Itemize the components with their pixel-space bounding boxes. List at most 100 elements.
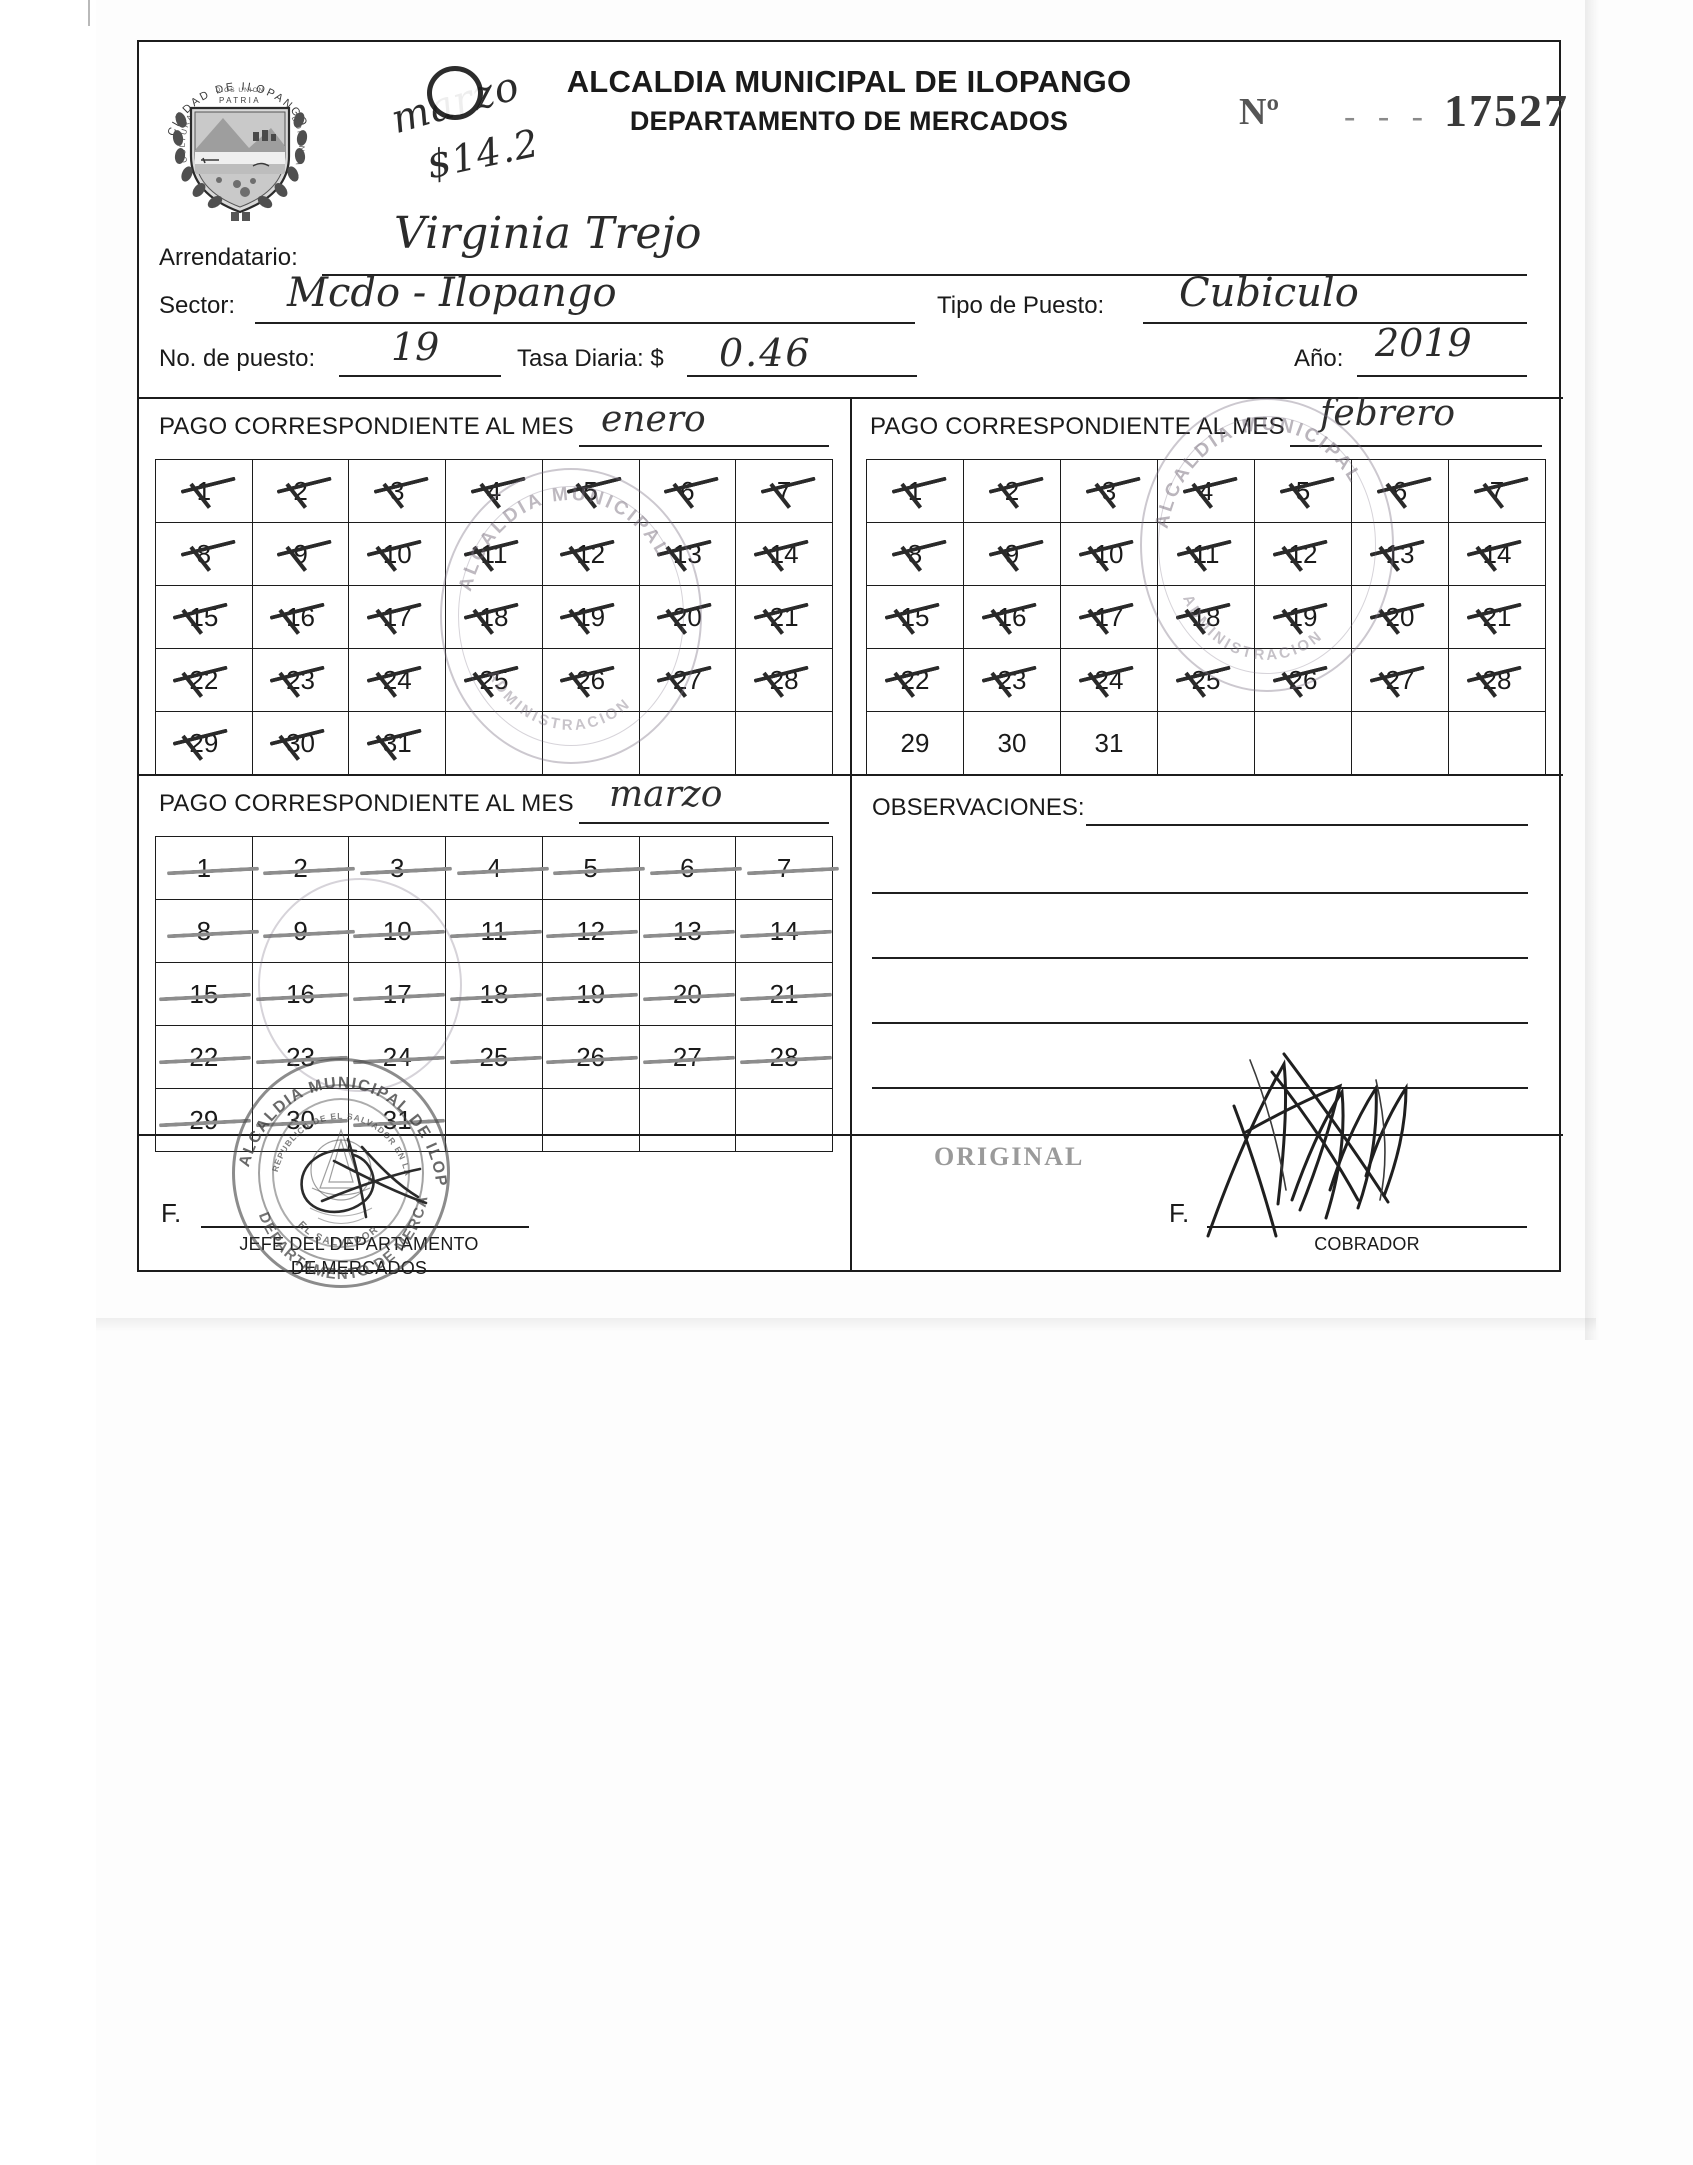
day-cell-24[interactable]: 24 — [348, 648, 447, 712]
day-cell-20[interactable]: 20 — [638, 585, 737, 649]
day-cell-14[interactable]: 14 — [735, 522, 833, 586]
day-cell-7[interactable]: 7 — [1448, 459, 1546, 523]
day-cell-17[interactable]: 17 — [348, 585, 447, 649]
day-cell-14[interactable]: 14 — [735, 899, 833, 963]
day-cell-16[interactable]: 16 — [963, 585, 1061, 649]
arrendatario-value[interactable]: Virginia Trejo — [394, 208, 702, 259]
day-cell-19[interactable]: 19 — [1254, 585, 1352, 649]
day-cell-12[interactable]: 12 — [541, 522, 640, 586]
day-cell-17[interactable]: 17 — [348, 962, 447, 1026]
day-cell-22[interactable]: 22 — [155, 648, 253, 712]
day-cell-12[interactable]: 12 — [541, 899, 640, 963]
day-grid-febrero[interactable]: 1 2 3 4 5 6 7 8 9 10 11 12 13 14 15 16 17 18 19 20 21 22 23 24 2… — [866, 459, 1546, 775]
day-cell-27[interactable]: 27 — [638, 1025, 737, 1089]
day-cell-empty[interactable] — [638, 711, 737, 775]
day-cell-4[interactable]: 4 — [445, 459, 543, 523]
day-cell-17[interactable]: 17 — [1060, 585, 1158, 649]
day-cell-18[interactable]: 18 — [445, 585, 543, 649]
day-cell-28[interactable]: 28 — [1448, 648, 1546, 712]
anio-value[interactable]: 2019 — [1375, 321, 1472, 365]
day-cell-28[interactable]: 28 — [735, 648, 833, 712]
day-cell-13[interactable]: 13 — [638, 522, 737, 586]
day-cell-1[interactable]: 1 — [155, 459, 253, 523]
day-cell-5[interactable]: 5 — [541, 836, 640, 900]
day-cell-5[interactable]: 5 — [1254, 459, 1352, 523]
day-cell-21[interactable]: 21 — [735, 962, 833, 1026]
day-cell-31[interactable]: 31 — [348, 711, 447, 775]
day-cell-21[interactable]: 21 — [1448, 585, 1546, 649]
day-cell-2[interactable]: 2 — [251, 836, 350, 900]
observaciones-line-1[interactable] — [1086, 824, 1528, 826]
day-cell-3[interactable]: 3 — [348, 459, 447, 523]
day-cell-8[interactable]: 8 — [866, 522, 964, 586]
day-cell-10[interactable]: 10 — [1060, 522, 1158, 586]
day-cell-empty[interactable] — [1448, 711, 1546, 775]
day-cell-25[interactable]: 25 — [1157, 648, 1255, 712]
mes-value-enero[interactable]: enero — [601, 399, 706, 440]
day-cell-25[interactable]: 25 — [445, 1025, 543, 1089]
day-cell-6[interactable]: 6 — [638, 459, 737, 523]
day-cell-13[interactable]: 13 — [638, 899, 737, 963]
day-cell-12[interactable]: 12 — [1254, 522, 1352, 586]
day-cell-27[interactable]: 27 — [1351, 648, 1449, 712]
day-cell-27[interactable]: 27 — [638, 648, 737, 712]
day-cell-empty[interactable] — [541, 711, 640, 775]
day-cell-22[interactable]: 22 — [866, 648, 964, 712]
day-cell-empty[interactable] — [1254, 711, 1352, 775]
day-cell-21[interactable]: 21 — [735, 585, 833, 649]
day-cell-20[interactable]: 20 — [638, 962, 737, 1026]
day-cell-empty[interactable] — [1351, 711, 1449, 775]
day-cell-1[interactable]: 1 — [155, 836, 253, 900]
tasa-diaria-value[interactable]: 0.46 — [719, 331, 812, 375]
day-cell-20[interactable]: 20 — [1351, 585, 1449, 649]
day-cell-11[interactable]: 11 — [445, 522, 543, 586]
day-grid-enero[interactable]: 1 2 3 4 5 6 7 8 9 10 11 12 13 14 15 16 17 18 19 20 21 22 23 24 2… — [155, 459, 833, 775]
observaciones-line-2[interactable] — [872, 892, 1528, 894]
day-cell-9[interactable]: 9 — [963, 522, 1061, 586]
day-cell-25[interactable]: 25 — [445, 648, 543, 712]
day-cell-28[interactable]: 28 — [735, 1025, 833, 1089]
day-cell-5[interactable]: 5 — [541, 459, 640, 523]
day-cell-2[interactable]: 2 — [963, 459, 1061, 523]
day-cell-16[interactable]: 16 — [251, 962, 350, 1026]
day-cell-6[interactable]: 6 — [1351, 459, 1449, 523]
day-cell-19[interactable]: 19 — [541, 962, 640, 1026]
day-cell-26[interactable]: 26 — [541, 648, 640, 712]
day-cell-10[interactable]: 10 — [348, 522, 447, 586]
day-cell-30[interactable]: 30 — [251, 711, 350, 775]
observaciones-line-3[interactable] — [872, 957, 1528, 959]
day-cell-empty[interactable] — [445, 1088, 543, 1152]
day-cell-24[interactable]: 24 — [1060, 648, 1158, 712]
day-cell-18[interactable]: 18 — [1157, 585, 1255, 649]
day-cell-26[interactable]: 26 — [1254, 648, 1352, 712]
day-cell-7[interactable]: 7 — [735, 836, 833, 900]
signature-line-right[interactable] — [1207, 1226, 1527, 1228]
day-cell-8[interactable]: 8 — [155, 899, 253, 963]
day-cell-empty[interactable] — [445, 711, 543, 775]
day-cell-4[interactable]: 4 — [1157, 459, 1255, 523]
day-cell-15[interactable]: 15 — [155, 585, 253, 649]
day-cell-empty[interactable] — [735, 1088, 833, 1152]
day-cell-10[interactable]: 10 — [348, 899, 447, 963]
observaciones-line-4[interactable] — [872, 1022, 1528, 1024]
day-cell-empty[interactable] — [1157, 711, 1255, 775]
sector-value[interactable]: Mcdo - Ilopango — [287, 270, 617, 316]
day-cell-11[interactable]: 11 — [445, 899, 543, 963]
day-cell-26[interactable]: 26 — [541, 1025, 640, 1089]
no-puesto-value[interactable]: 19 — [391, 325, 440, 369]
tipo-puesto-value[interactable]: Cubiculo — [1179, 270, 1359, 316]
day-cell-empty[interactable] — [735, 711, 833, 775]
day-cell-8[interactable]: 8 — [155, 522, 253, 586]
day-cell-9[interactable]: 9 — [251, 522, 350, 586]
day-cell-23[interactable]: 23 — [251, 648, 350, 712]
day-cell-18[interactable]: 18 — [445, 962, 543, 1026]
day-cell-9[interactable]: 9 — [251, 899, 350, 963]
day-cell-13[interactable]: 13 — [1351, 522, 1449, 586]
day-cell-1[interactable]: 1 — [866, 459, 964, 523]
day-cell-15[interactable]: 15 — [866, 585, 964, 649]
day-cell-3[interactable]: 3 — [348, 836, 447, 900]
day-cell-19[interactable]: 19 — [541, 585, 640, 649]
day-cell-6[interactable]: 6 — [638, 836, 737, 900]
day-cell-29[interactable]: 29 — [155, 711, 253, 775]
observaciones-line-5[interactable] — [872, 1087, 1528, 1089]
